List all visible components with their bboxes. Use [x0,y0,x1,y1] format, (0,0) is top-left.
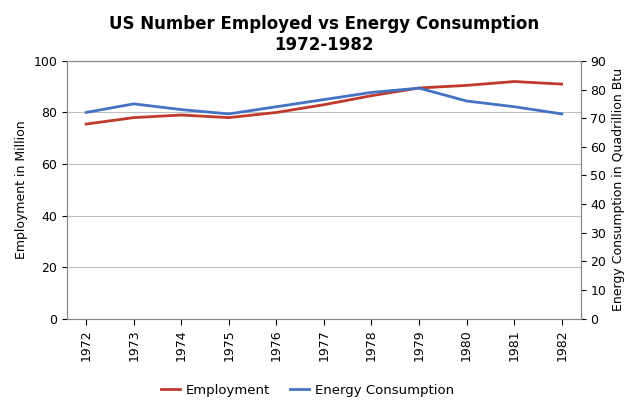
Line: Energy Consumption: Energy Consumption [86,88,562,114]
Energy Consumption [130,102,138,107]
Employment [558,82,566,87]
Employment [177,113,185,118]
Energy Consumption [225,112,233,116]
Title: US Number Employed vs Energy Consumption
1972-1982: US Number Employed vs Energy Consumption… [109,15,539,54]
Energy Consumption [83,110,90,115]
Energy Consumption [558,112,566,116]
Employment [415,85,423,90]
Energy Consumption [415,85,423,90]
Employment [225,115,233,120]
Employment [320,102,328,107]
Legend: Employment, Energy Consumption: Employment, Energy Consumption [156,379,459,402]
Energy Consumption [177,107,185,112]
Line: Employment: Employment [86,81,562,124]
Employment [463,83,470,88]
Energy Consumption [510,104,518,109]
Employment [273,110,280,115]
Energy Consumption [367,90,375,95]
Employment [510,79,518,84]
Y-axis label: Employment in Million: Employment in Million [15,121,28,259]
Energy Consumption [273,104,280,109]
Employment [83,121,90,126]
Energy Consumption [320,97,328,102]
Employment [367,93,375,98]
Energy Consumption [463,99,470,104]
Y-axis label: Energy Consumption in Quadrillion Btu: Energy Consumption in Quadrillion Btu [612,68,625,311]
Employment [130,115,138,120]
